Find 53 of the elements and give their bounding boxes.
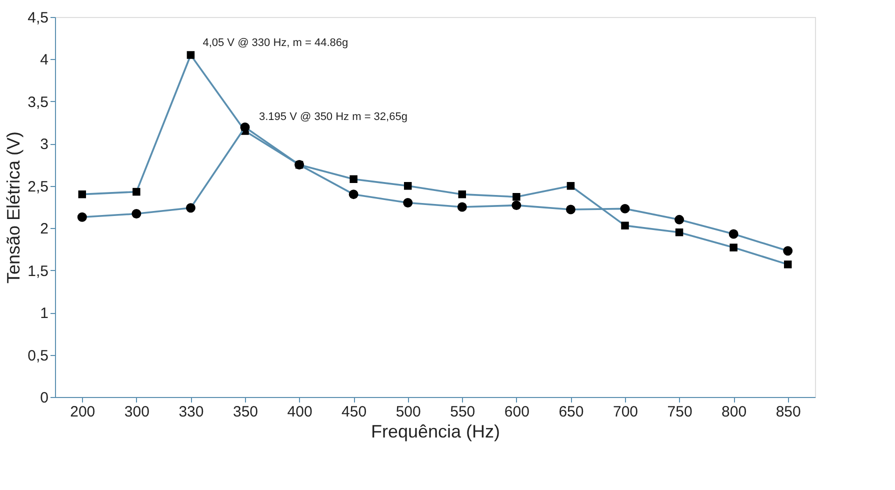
x-tick-label: 450 [342,404,367,420]
point [132,209,142,218]
point [512,192,520,201]
x-tick-label: 500 [396,404,421,420]
point [783,246,793,256]
point [404,182,412,190]
x-tick-label: 800 [722,404,747,420]
x-tick-label: 850 [776,404,801,420]
point [77,212,87,222]
point [730,244,738,252]
y-tick-label: 3 [40,136,48,154]
x-tick-label: 700 [612,404,638,420]
x-tick-label: 550 [450,404,476,420]
point [240,122,250,132]
point [512,200,522,210]
point [566,182,575,190]
x-tick-label: 650 [558,404,584,420]
point [784,260,792,268]
x-tick-label: 200 [70,404,96,420]
point [403,198,413,208]
point [186,203,196,213]
y-tick-label: 4 [40,52,48,69]
y-tick-label: 1 [40,305,48,322]
point [674,214,684,224]
point [132,188,140,196]
point [728,229,738,239]
point [566,204,576,214]
y-axis-title: Tensão Elétrica (V) [4,131,24,284]
point [621,222,629,230]
point [458,190,466,198]
x-tick-label: 400 [287,404,312,420]
point [620,204,630,214]
y-tick-label: 2 [40,220,48,238]
annotation: 3.195 V @ 350 Hz m = 32,65g [259,111,408,124]
point [186,51,195,59]
y-tick-label: 0 [40,390,48,406]
y-tick-label: 2,5 [28,178,48,196]
y-tick-label: 4,5 [28,10,48,26]
x-tick-label: 600 [504,404,530,420]
x-tick-label: 300 [124,404,150,420]
annotation: 4,05 V @ 330 Hz, m = 44.86g [202,37,348,49]
y-tick-label: 3,5 [28,94,48,111]
point [78,190,86,198]
y-tick-label: 0,5 [28,347,48,364]
x-tick-label: 330 [178,404,204,420]
point [675,228,684,236]
x-tick-label: 750 [667,404,692,420]
y-tick-label: 1,5 [28,262,48,280]
point [350,175,358,184]
point [457,202,467,212]
x-axis-title: Frequência (Hz) [370,422,500,442]
x-tick-label: 350 [232,404,258,420]
point [348,190,358,200]
